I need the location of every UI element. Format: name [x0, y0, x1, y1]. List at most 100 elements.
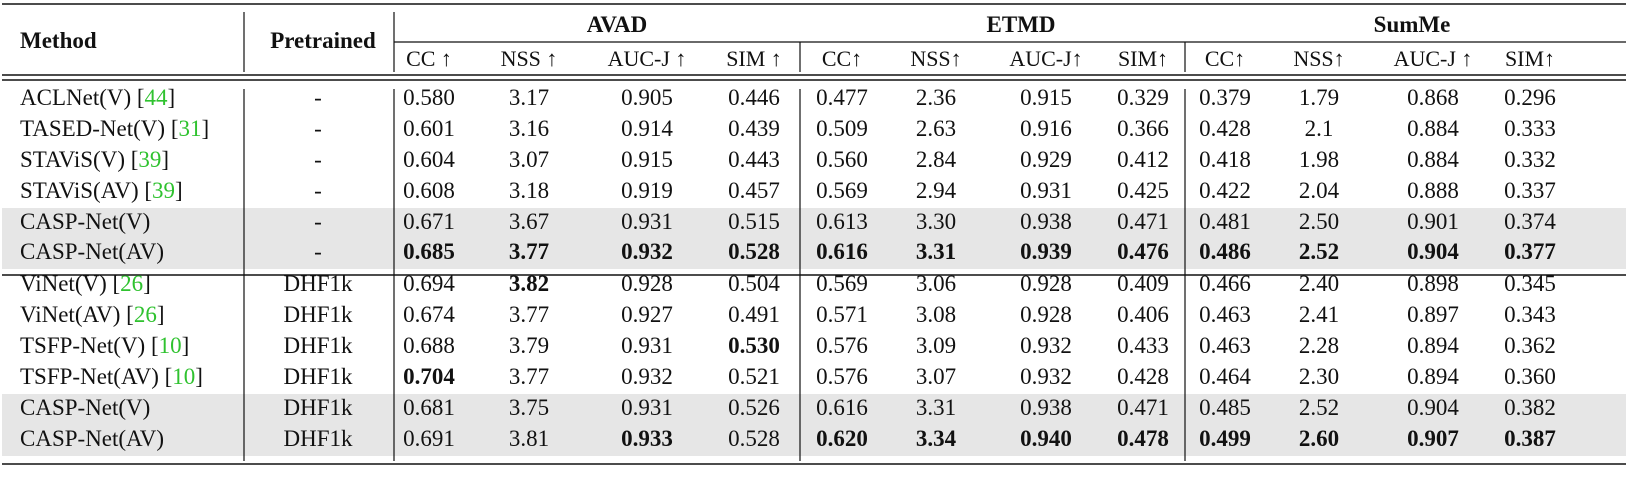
metric-value: 0.491	[728, 302, 780, 327]
table-row: ViNet(AV) [26] DHF1k 0.674 3.77 0.927 0.491 0.…	[20, 302, 1556, 327]
metric-value: 3.08	[916, 302, 956, 327]
metric-value: 0.928	[621, 271, 673, 296]
method-name: TASED-Net(V) [31]	[20, 116, 209, 141]
method-name: CASP-Net(AV)	[20, 239, 164, 264]
metric-value: 0.509	[816, 116, 868, 141]
pretrained-cell: -	[314, 147, 322, 172]
pretrained-cell: DHF1k	[283, 395, 353, 420]
metric-value: 0.560	[816, 147, 868, 172]
metric-header: CC ↑	[406, 46, 452, 71]
metric-value: 0.526	[728, 395, 780, 420]
metric-value: 0.457	[728, 178, 780, 203]
metric-value: 3.77	[509, 239, 549, 264]
table-row: ViNet(V) [26] DHF1k 0.694 3.82 0.928 0.504 0.5…	[20, 271, 1556, 296]
table-row: STAViS(V) [39] - 0.604 3.07 0.915 0.443 0.560 2…	[20, 147, 1556, 172]
metric-value: 0.905	[621, 85, 673, 110]
metric-value: 3.06	[916, 271, 956, 296]
method-label: CASP-Net(AV)	[20, 426, 164, 451]
citation-close: ]	[195, 364, 203, 389]
pretrained-header: Pretrained	[270, 28, 376, 53]
method-label: STAViS(V) [	[20, 147, 138, 172]
metric-value: 0.928	[1020, 271, 1072, 296]
metric-value: 0.576	[816, 333, 868, 358]
metric-header: AUC-J↑	[1009, 46, 1082, 71]
metric-value: 0.919	[621, 178, 673, 203]
metric-value: 0.933	[621, 426, 673, 451]
metric-value: 0.377	[1504, 239, 1556, 264]
method-name: STAViS(AV) [39]	[20, 178, 183, 203]
metric-value: 3.18	[509, 178, 549, 203]
metric-value: 2.30	[1299, 364, 1339, 389]
metric-value: 0.907	[1407, 426, 1459, 451]
citation-ref: 26	[120, 271, 143, 296]
metric-value: 0.608	[403, 178, 455, 203]
metric-value: 0.616	[816, 395, 868, 420]
metric-value: 0.418	[1199, 147, 1251, 172]
metric-value: 2.04	[1299, 178, 1340, 203]
method-name: CASP-Net(V)	[20, 209, 150, 234]
method-name: CASP-Net(AV)	[20, 426, 164, 451]
metric-value: 3.31	[916, 395, 956, 420]
table-row: CASP-Net(V) - 0.671 3.67 0.931 0.515 0.613 3.30…	[20, 209, 1556, 234]
metric-value: 2.28	[1299, 333, 1339, 358]
citation-close: ]	[182, 333, 190, 358]
metric-value: 0.569	[816, 178, 868, 203]
metric-value: 0.476	[1117, 239, 1169, 264]
metric-value: 1.98	[1299, 147, 1339, 172]
metric-value: 0.916	[1020, 116, 1072, 141]
metric-value: 0.379	[1199, 85, 1251, 110]
table-row: TASED-Net(V) [31] - 0.601 3.16 0.914 0.439 0.5…	[20, 116, 1556, 141]
method-label: ViNet(V) [	[20, 271, 120, 296]
method-name: ViNet(AV) [26]	[20, 302, 164, 327]
pretrained-cell: -	[314, 116, 322, 141]
metric-header: SIM↑	[1118, 46, 1168, 71]
metric-value: 2.63	[916, 116, 956, 141]
metric-value: 3.34	[916, 426, 957, 451]
table-row: ACLNet(V) [44] - 0.580 3.17 0.905 0.446 0.477 2…	[20, 85, 1556, 110]
metric-header: SIM↑	[1505, 46, 1555, 71]
metric-value: 0.486	[1199, 239, 1251, 264]
metric-value: 3.77	[509, 364, 549, 389]
metric-value: 0.613	[816, 209, 868, 234]
metric-value: 0.884	[1407, 116, 1459, 141]
method-name: ACLNet(V) [44]	[20, 85, 175, 110]
metric-header: SIM ↑	[726, 46, 782, 71]
citation-ref: 10	[159, 333, 182, 358]
metric-value: 0.478	[1117, 426, 1169, 451]
metric-value: 0.333	[1504, 116, 1556, 141]
metric-value: 0.296	[1504, 85, 1556, 110]
group-header-avad: AVAD	[587, 12, 648, 37]
metric-value: 0.620	[816, 426, 868, 451]
method-name: ViNet(V) [26]	[20, 271, 151, 296]
metric-value: 3.82	[509, 271, 549, 296]
metric-value: 2.36	[916, 85, 956, 110]
metric-value: 2.40	[1299, 271, 1339, 296]
pretrained-cell: DHF1k	[283, 364, 353, 389]
metric-value: 0.343	[1504, 302, 1556, 327]
metric-value: 2.60	[1299, 426, 1339, 451]
citation-ref: 39	[138, 147, 161, 172]
metric-value: 2.52	[1299, 395, 1339, 420]
metric-value: 3.75	[509, 395, 549, 420]
metric-header: CC↑	[822, 46, 862, 71]
metric-value: 0.894	[1407, 333, 1459, 358]
metric-value: 0.681	[403, 395, 455, 420]
metric-value: 0.471	[1117, 209, 1169, 234]
metric-value: 0.360	[1504, 364, 1556, 389]
metric-value: 0.499	[1199, 426, 1251, 451]
metric-value: 0.471	[1117, 395, 1169, 420]
table-row: CASP-Net(AV) - 0.685 3.77 0.932 0.528 0.616 3.3…	[20, 239, 1556, 264]
metric-value: 0.915	[621, 147, 673, 172]
metric-value: 0.521	[728, 364, 780, 389]
metric-headers: CC ↑ NSS ↑ AUC-J ↑ SIM ↑ CC↑ NSS↑ AUC-J↑ SIM↑ CC…	[406, 46, 1555, 71]
citation-ref: 10	[172, 364, 195, 389]
metric-value: 2.94	[916, 178, 957, 203]
method-name: TSFP-Net(AV) [10]	[20, 364, 203, 389]
metric-value: 3.16	[509, 116, 549, 141]
metric-value: 0.530	[728, 333, 780, 358]
metric-value: 0.931	[621, 395, 673, 420]
metric-value: 0.932	[621, 364, 673, 389]
metric-value: 0.374	[1504, 209, 1556, 234]
method-label: CASP-Net(AV)	[20, 239, 164, 264]
method-label: CASP-Net(V)	[20, 395, 150, 420]
